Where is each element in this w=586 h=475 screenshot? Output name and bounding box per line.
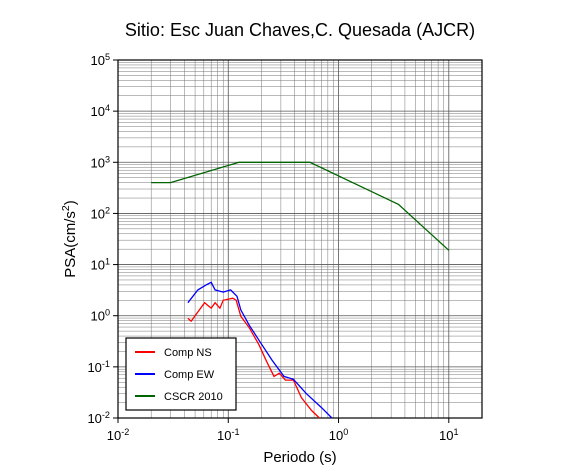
y-tick-label: 10-1: [87, 359, 110, 375]
y-tick-label: 100: [90, 308, 110, 324]
x-tick-label: 101: [439, 427, 459, 443]
legend-label: Comp NS: [164, 347, 212, 359]
y-tick-label: 104: [90, 103, 110, 119]
series-line: [151, 161, 450, 251]
legend-label: Comp EW: [164, 369, 215, 381]
y-tick-label: 103: [90, 154, 110, 170]
legend-label: CSCR 2010: [164, 391, 223, 403]
series-line: [187, 297, 320, 419]
plot-frame: [117, 59, 483, 419]
x-axis-label: Periodo (s): [263, 449, 336, 466]
chart-title: Sitio: Esc Juan Chaves,C. Quesada (AJCR): [125, 20, 475, 40]
y-tick-label: 10-2: [87, 410, 110, 426]
x-tick-label: 10-1: [217, 427, 240, 443]
x-tick-label: 10-2: [107, 427, 130, 443]
x-tick-label: 100: [329, 427, 349, 443]
y-tick-label: 102: [90, 205, 110, 221]
y-axis-label: PSA(cm/s2): [60, 200, 79, 278]
y-tick-label: 101: [90, 257, 110, 273]
y-tick-label: 105: [90, 52, 110, 68]
series-line: [187, 281, 333, 419]
